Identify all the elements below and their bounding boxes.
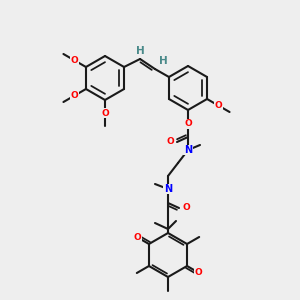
Text: O: O	[166, 137, 174, 146]
Text: O: O	[194, 268, 202, 277]
Text: O: O	[101, 109, 109, 118]
Text: O: O	[134, 233, 142, 242]
Text: N: N	[184, 145, 192, 155]
Text: O: O	[184, 119, 192, 128]
Text: O: O	[71, 56, 79, 65]
Text: H: H	[136, 46, 144, 56]
Text: H: H	[159, 56, 167, 66]
Text: N: N	[164, 184, 172, 194]
Text: O: O	[214, 101, 222, 110]
Text: O: O	[182, 203, 190, 212]
Text: O: O	[71, 91, 79, 100]
